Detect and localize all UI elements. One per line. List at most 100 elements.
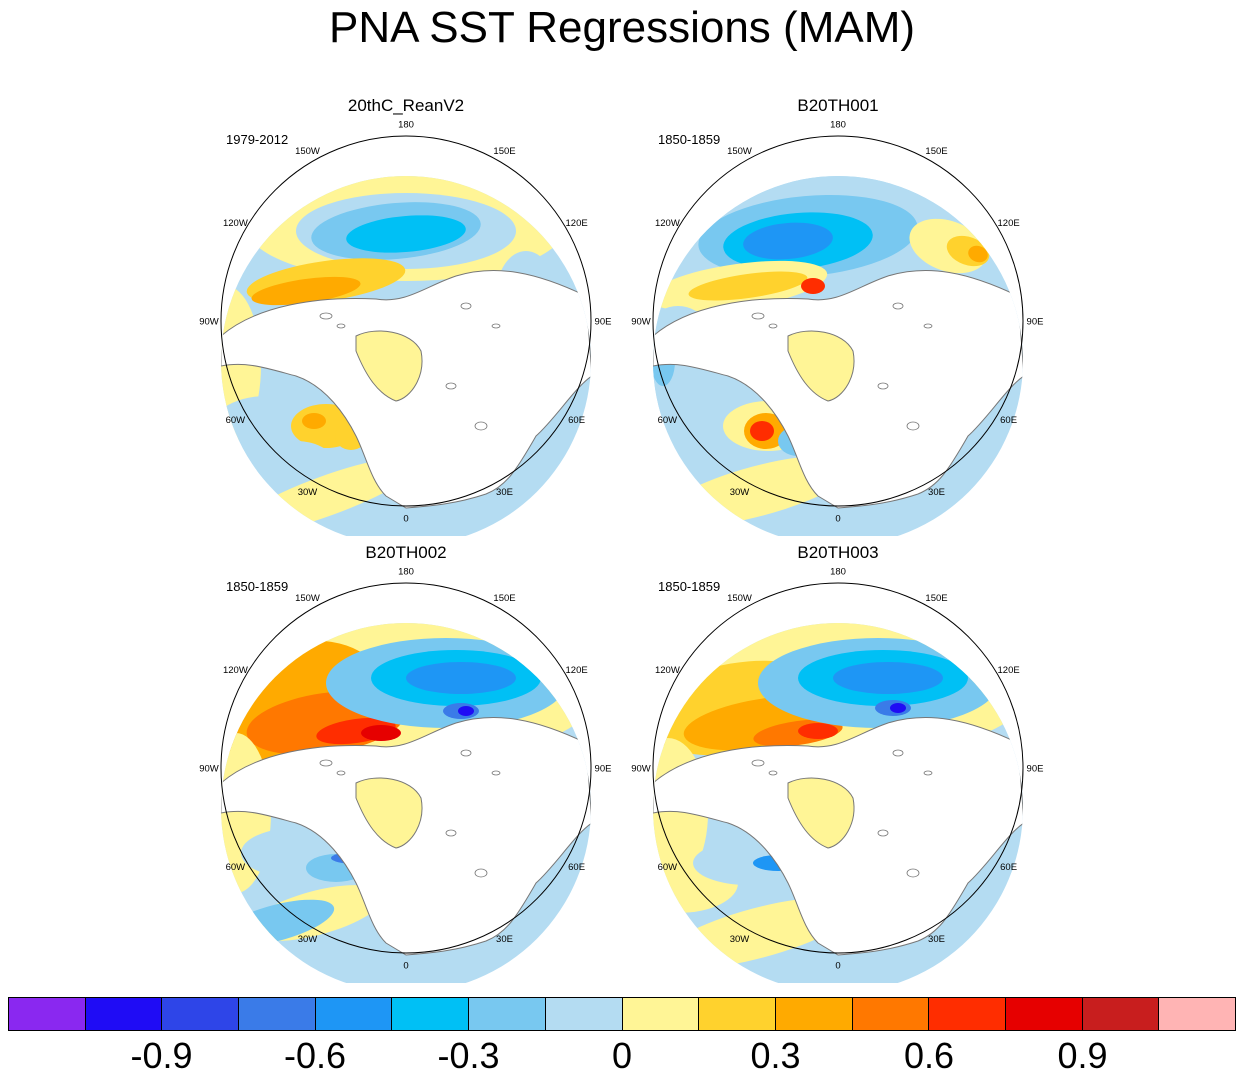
longitude-label: 180	[830, 567, 846, 578]
longitude-label: 150W	[295, 146, 320, 157]
longitude-label: 90E	[595, 317, 612, 328]
longitude-label: 0	[835, 961, 840, 972]
arctic-ocean-region	[787, 330, 855, 402]
map-border	[652, 135, 1024, 507]
colorbar-swatch	[238, 997, 316, 1031]
longitude-label: 30W	[730, 934, 750, 945]
map-panel-3: B20TH002 1850-1859 180 150E 120E 90E 60E 30E 0…	[199, 543, 611, 983]
longitude-label: 0	[403, 514, 408, 525]
colorbar-swatch	[161, 997, 240, 1031]
island-coastline	[491, 770, 501, 776]
longitude-label: 150E	[925, 146, 947, 157]
longitude-label: 60E	[568, 862, 585, 873]
sst-field	[653, 623, 1023, 983]
longitude-label: 30W	[730, 487, 750, 498]
colorbar-tick-label: 0	[611, 1035, 633, 1076]
longitude-label: 60W	[658, 415, 678, 426]
longitude-label: 90E	[595, 764, 612, 775]
colorbar-swatch	[314, 997, 393, 1031]
longitude-label: 120W	[223, 218, 248, 229]
island-coastline	[877, 829, 889, 837]
longitude-label: 90W	[631, 764, 651, 775]
longitude-label: 60W	[658, 862, 678, 873]
island-coastline	[768, 770, 778, 776]
sst-anomaly-region	[302, 413, 326, 429]
colorbar-tick-label: 0.3	[750, 1035, 801, 1076]
island-coastline	[445, 382, 457, 390]
longitude-label: 60E	[568, 415, 585, 426]
polar-map: 180 150E 120E 90E 60E 30E 0 30W 60W 90W 120W 150W	[631, 120, 1043, 536]
longitude-label: 0	[835, 514, 840, 525]
colorbar-swatch	[698, 997, 776, 1031]
sst-anomaly-region	[798, 723, 838, 739]
colorbar-swatch	[468, 997, 546, 1031]
island-coastline	[923, 323, 933, 329]
colorbar-swatch	[774, 997, 853, 1031]
arctic-ocean-region	[787, 777, 855, 849]
longitude-label: 90W	[199, 317, 219, 328]
longitude-label: 30E	[496, 487, 513, 498]
colorbar-swatch	[1081, 997, 1160, 1031]
polar-map: 180 150E 120E 90E 60E 30E 0 30W 60W 90W 120W 150W	[199, 120, 611, 536]
longitude-label: 60W	[226, 862, 246, 873]
sst-field	[221, 623, 591, 983]
sst-anomaly-region	[251, 276, 361, 306]
island-coastline	[906, 868, 920, 878]
longitude-label: 180	[830, 120, 846, 131]
longitude-label: 90E	[1027, 317, 1044, 328]
polar-map: 180 150E 120E 90E 60E 30E 0 30W 60W 90W 120W 150W	[199, 567, 611, 983]
colorbar	[8, 997, 1236, 1031]
sst-anomaly-region	[346, 215, 466, 253]
longitude-label: 120W	[655, 665, 680, 676]
panel-title: B20TH003	[797, 543, 879, 562]
panel-title: B20TH001	[797, 96, 879, 115]
colorbar-swatch	[1004, 997, 1083, 1031]
longitude-label: 120E	[998, 218, 1020, 229]
island-coastline	[460, 749, 472, 757]
sst-anomaly-region	[750, 421, 774, 441]
island-coastline	[445, 829, 457, 837]
colorbar-swatch	[621, 997, 700, 1031]
island-coastline	[923, 770, 933, 776]
island-coastline	[877, 382, 889, 390]
sst-field	[221, 176, 591, 536]
longitude-label: 150E	[925, 593, 947, 604]
longitude-label: 90W	[199, 764, 219, 775]
longitude-label: 90W	[631, 317, 651, 328]
panel-title: 20thC_ReanV2	[347, 96, 465, 115]
colorbar-tick-label: 0.9	[1057, 1035, 1108, 1076]
sst-anomaly-region	[890, 703, 906, 713]
panel-title: B20TH002	[365, 543, 447, 562]
island-coastline	[319, 759, 333, 767]
longitude-label: 150E	[493, 146, 515, 157]
sst-anomaly-region	[968, 245, 988, 263]
longitude-label: 120E	[566, 218, 588, 229]
map-panel-1: 20thC_ReanV2 1979-2012 180 150E 120E 90E 60E…	[199, 96, 611, 536]
island-coastline	[906, 421, 920, 431]
colorbar-swatch	[1158, 997, 1236, 1031]
arctic-ocean-region	[355, 330, 423, 402]
longitude-label: 30W	[298, 934, 318, 945]
colorbar-swatch	[84, 997, 163, 1031]
sst-field	[653, 176, 1023, 536]
longitude-label: 60E	[1000, 862, 1017, 873]
island-coastline	[336, 770, 346, 776]
map-panel-4: B20TH003 1850-1859 180 150E 120E 90E 60E 30E 0…	[631, 543, 1043, 983]
island-coastline	[474, 868, 488, 878]
sst-anomaly-region	[688, 271, 808, 301]
longitude-label: 30E	[496, 934, 513, 945]
longitude-label: 150E	[493, 593, 515, 604]
longitude-label: 180	[398, 120, 414, 131]
island-coastline	[892, 749, 904, 757]
longitude-label: 30E	[928, 934, 945, 945]
panel-period: 1850-1859	[226, 579, 289, 594]
colorbar-swatch	[391, 997, 470, 1031]
island-coastline	[751, 759, 765, 767]
longitude-label: 150W	[727, 146, 752, 157]
sst-anomaly-region	[743, 222, 833, 260]
longitude-label: 120E	[566, 665, 588, 676]
sst-anomaly-region	[361, 725, 401, 741]
island-coastline	[751, 312, 765, 320]
colorbar-tick-label: -0.6	[283, 1035, 347, 1076]
island-coastline	[892, 302, 904, 310]
